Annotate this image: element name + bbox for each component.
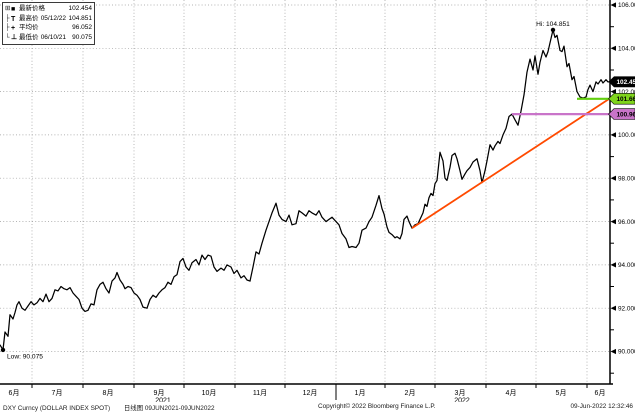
chart-period: 日线图 09JUN2021-09JUN2022 [123,405,215,412]
month-label: 12月 [303,389,318,397]
price-line [0,29,612,351]
y-tick-label: 104.000 [618,46,635,53]
y-tick-label: 96.000 [618,219,635,226]
y-tick-arrow-icon [610,219,616,225]
axis-badge-1: 101.668 [608,93,635,105]
legend-row-high-price[interactable]: ├ T 最高价 05/12/22 104.851 [5,14,92,23]
legend-box: ⊞ ■ 最新价格 102.454 ├ T 最高价 05/12/22 104.85… [2,2,95,45]
average-marker-icon: + [11,24,16,32]
y-tick-label: 92.000 [618,305,635,312]
legend-label: 最低价 [19,33,39,41]
low-point-marker: Low: 90.075 [0,347,43,360]
legend-value: 104.851 [68,14,93,22]
low-marker-icon: ⊥ [11,34,18,42]
month-label: 9月 [154,389,165,397]
month-label: 5月 [556,389,567,397]
legend-label: 平均价 [19,24,39,32]
month-label: 6月 [595,389,606,397]
x-month-labels: 6月 7月 8月 9月 10月 11月 12月 1月 2月 3月 4月 5月 6月 [9,389,606,397]
legend-row-average-price[interactable]: ├ + 平均价 96.052 [5,24,92,33]
horizontal-gridlines [0,4,610,352]
y-tick-label: 90.000 [618,349,635,356]
y-tick-label: 94.000 [618,262,635,269]
y-tick-label: 100.000 [618,132,635,139]
month-label: 7月 [52,389,63,397]
month-label: 8月 [103,389,114,397]
legend-date: 06/10/21 [40,33,66,41]
y-axis-labels: 106.000 104.000 102.000 100.000 98.000 96.000… [618,2,635,356]
y-tick-label: 102.000 [618,89,635,96]
y-tick-label: 98.000 [618,175,635,182]
tree-branch-icon: ├ [5,24,10,32]
uptrend-line[interactable] [411,96,613,229]
x-year-labels: 2021 2022 [155,398,470,403]
y-tick-arrow-icon [610,262,616,268]
price-badge-label: 102.454 [617,79,635,86]
year-label: 2022 [454,398,470,403]
security-description: DXY Curncy (DOLLAR INDEX SPOT) 日线图 09JUN… [3,403,215,412]
legend-row-low-price[interactable]: └ ⊥ 最低价 06/10/21 90.075 [5,33,92,42]
legend-label: 最新价格 [19,5,45,13]
month-label: 11月 [253,389,267,397]
month-label: 6月 [9,389,20,397]
chart-footer: DXY Curncy (DOLLAR INDEX SPOT) 日线图 09JUN… [0,402,635,413]
legend-label: 最高价 [19,14,39,22]
y-tick-label: 106.000 [618,2,635,9]
y-axis-ticks [610,2,616,374]
low-annotation: Low: 90.075 [7,353,43,360]
vertical-gridlines [31,0,588,384]
high-annotation: Hi: 104.851 [536,21,570,28]
price-badge-shape [608,108,635,120]
tree-branch-end-icon: └ [5,33,10,41]
filled-square-icon: ■ [11,6,16,14]
y-tick-arrow-icon [610,348,616,355]
copyright-text: Copyright© 2022 Bloomberg Finance L.P. [318,403,436,410]
month-label: 2月 [405,389,416,397]
high-marker-icon: T [11,15,16,23]
y-tick-arrow-icon [610,2,616,8]
month-label: 3月 [455,389,466,397]
y-tick-arrow-icon [610,175,616,181]
axis-badge-0: 102.454 [608,76,635,88]
y-tick-arrow-icon [610,45,616,51]
tree-branch-icon: ├ [5,14,10,22]
price-badge-shape [608,76,635,88]
month-label: 1月 [355,389,366,397]
low-dot-icon [0,347,6,353]
y-tick-arrow-icon [610,132,616,138]
month-label: 4月 [506,389,517,397]
price-badge-label: 100.961 [617,111,635,118]
dxy-chart-canvas[interactable]: 106.000 104.000 102.000 100.000 98.000 96.000… [0,0,635,402]
high-point-marker: Hi: 104.851 [536,21,570,33]
x-axis-ticks [31,384,588,400]
legend-row-last-price[interactable]: ⊞ ■ 最新价格 102.454 [5,5,92,14]
price-badge-shape [608,93,635,105]
price-badge-label: 101.668 [617,96,635,103]
security-name: DXY Curncy (DOLLAR INDEX SPOT) [3,405,111,412]
axis-badge-2: 100.961 [608,108,635,120]
stat-line-uptrend [411,96,613,229]
legend-value: 90.075 [72,33,92,41]
month-label: 10月 [202,389,217,397]
tree-expander-icon[interactable]: ⊞ [5,5,11,13]
y-tick-arrow-icon [610,89,616,95]
high-dot-icon [550,27,556,33]
legend-value: 102.454 [68,5,93,13]
price-line-path [0,29,612,351]
year-label: 2021 [155,398,171,403]
y-tick-arrow-icon [610,305,616,311]
legend-date: 05/12/22 [40,14,66,22]
timestamp: 09-Jun-2022 12:32:46 [570,403,633,410]
legend-value: 96.052 [72,24,92,32]
